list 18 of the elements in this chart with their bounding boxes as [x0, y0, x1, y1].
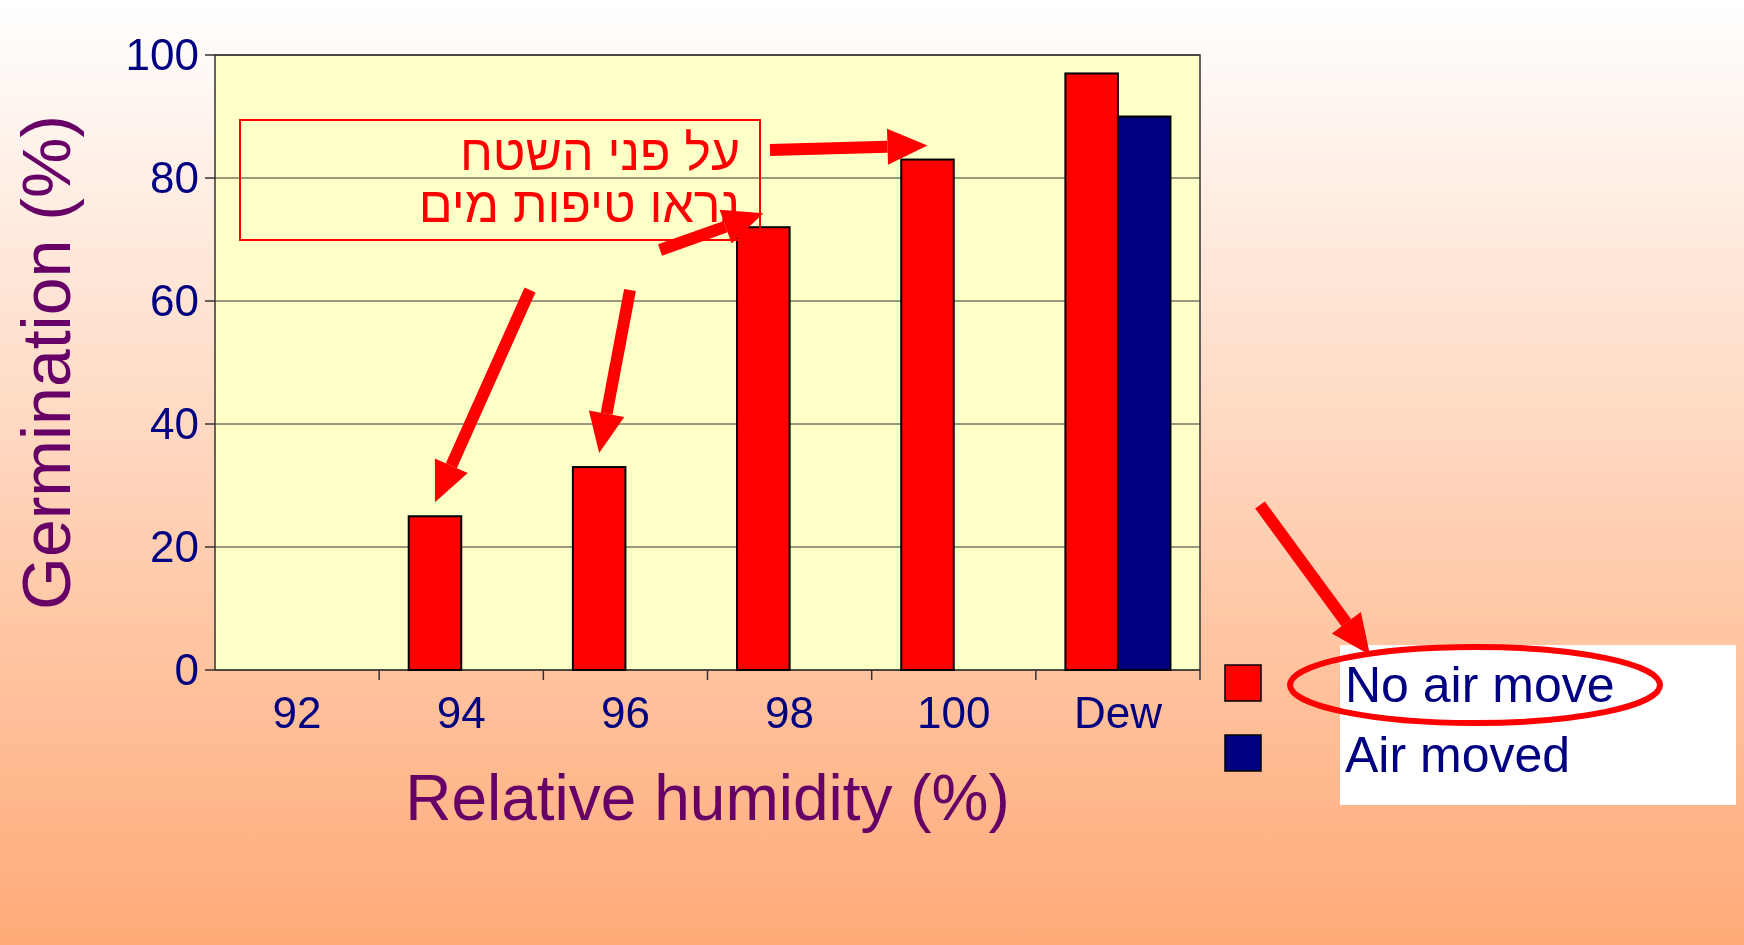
x-axis-title: Relative humidity (%): [405, 762, 1010, 834]
bar: [407, 515, 463, 671]
y-tick-label: 80: [150, 153, 199, 202]
y-tick-label: 40: [150, 399, 199, 448]
y-tick-label: 20: [150, 522, 199, 571]
x-tick-label: 100: [917, 688, 991, 737]
x-tick-label: 96: [600, 688, 650, 737]
x-tick-label: 98: [765, 688, 815, 737]
bar: [571, 466, 627, 671]
x-tick-label: 94: [436, 688, 486, 737]
legend-label: No air move: [1345, 657, 1615, 713]
x-tick-label: Dew: [1073, 688, 1163, 737]
x-tick-label: 92: [272, 688, 322, 737]
y-tick-label: 100: [125, 30, 199, 79]
y-tick-label: 0: [174, 645, 199, 694]
legend-label: Air moved: [1345, 727, 1571, 783]
y-axis-title: Germination (%): [8, 114, 84, 611]
y-tick-label: 60: [150, 276, 199, 325]
